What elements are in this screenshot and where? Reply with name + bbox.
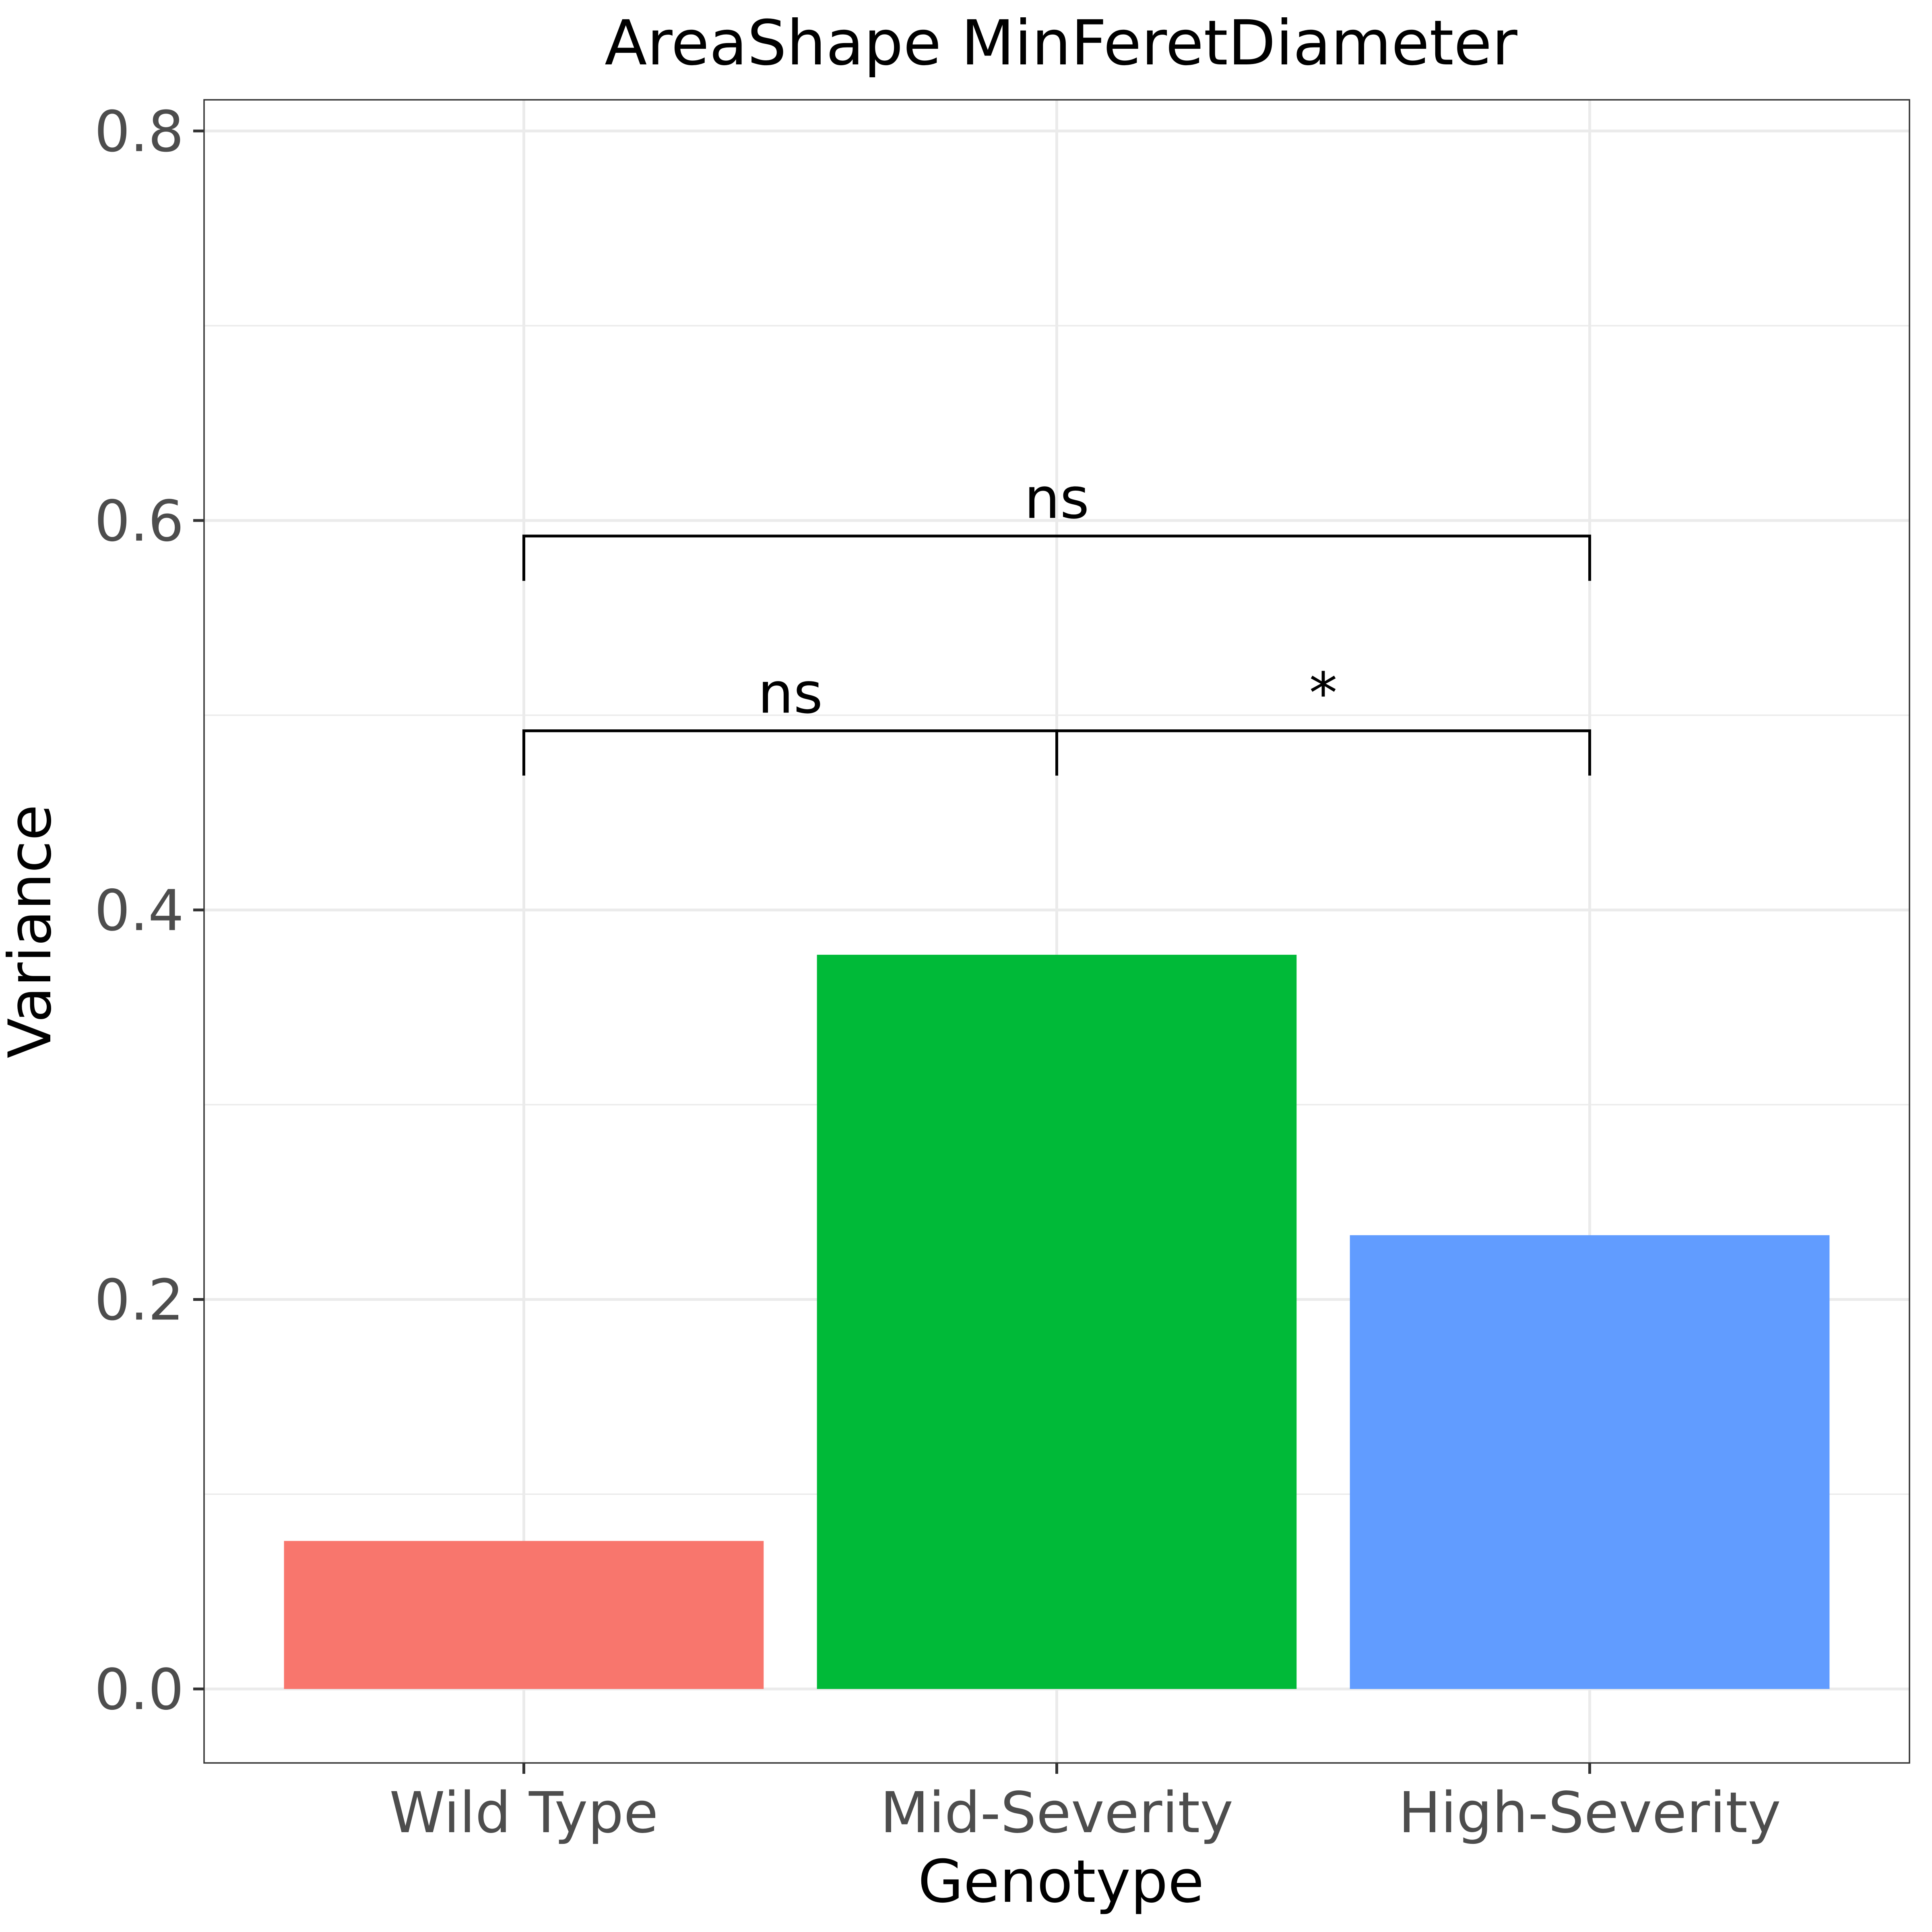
x-axis: Wild Type Mid-Severity High-Severity [389,1763,1781,1846]
significance-bracket [522,535,1591,581]
y-tick-label: 0.6 [94,489,184,554]
bars [284,955,1830,1689]
significance-label: * [1309,661,1338,727]
y-axis: 0.0 0.2 0.4 0.6 0.8 [94,99,204,1723]
x-axis-title: Genotype [918,1847,1204,1916]
significance-brackets: ns * ns [522,466,1591,776]
y-tick-label: 0.4 [94,878,184,944]
bar [284,1541,764,1689]
x-tick-label: Wild Type [389,1780,658,1846]
y-tick-label: 0.0 [94,1657,184,1723]
chart-title: AreaShape MinFeretDiameter [605,7,1517,79]
significance-label: ns [758,661,823,727]
y-tick-label: 0.2 [94,1267,184,1333]
significance-bracket [1055,729,1591,776]
x-tick-label: Mid-Severity [880,1780,1233,1846]
bar [1350,1235,1830,1689]
y-tick-label: 0.8 [94,99,184,165]
plot-panel: ns * ns [203,99,1910,1764]
bar [817,955,1297,1689]
significance-label: ns [1024,466,1090,532]
y-axis-title: Variance [0,805,64,1059]
x-tick-label: High-Severity [1398,1780,1781,1846]
